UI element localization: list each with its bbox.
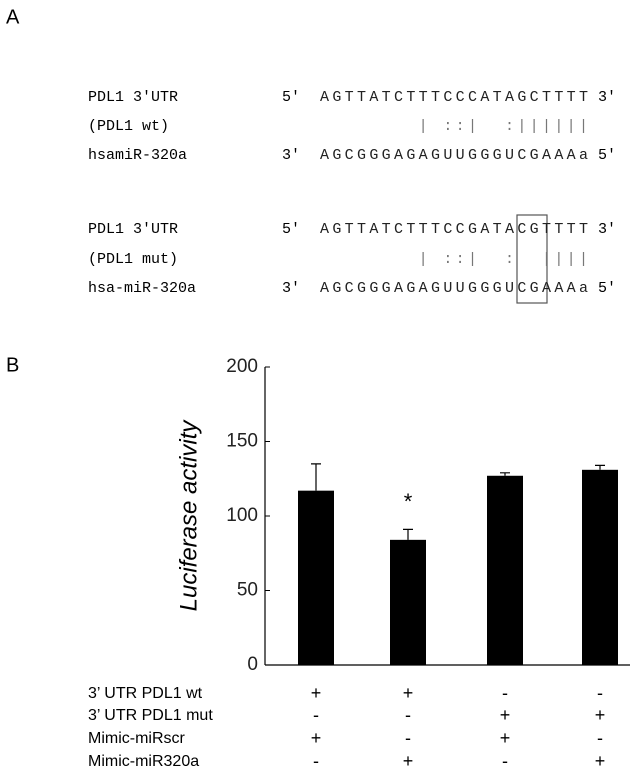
sequence-name: (PDL1 mut) <box>88 251 178 268</box>
y-tick-label: 0 <box>247 654 258 675</box>
error-bar <box>500 472 510 476</box>
condition-symbol: + <box>500 705 511 725</box>
strand-end: 5' <box>598 147 616 164</box>
condition-name: 3’ UTR PDL1 wt <box>88 685 203 702</box>
bar <box>390 539 426 665</box>
condition-symbol: - <box>313 751 319 771</box>
condition-name: Mimic-miRscr <box>88 730 186 747</box>
bar <box>298 490 334 665</box>
y-tick-label: 200 <box>226 356 258 377</box>
bar <box>487 475 523 665</box>
sequence: AGTTATCTTTCCCATAGCTTTT <box>320 89 588 106</box>
strand-end: 5' <box>598 280 616 297</box>
strand-end: 3′ <box>282 280 300 297</box>
condition-name: Mimic-miR320a <box>88 753 199 770</box>
sequence-name: hsa-miR-320a <box>88 280 196 297</box>
sequence-name: PDL1 3′UTR <box>88 89 178 106</box>
condition-symbol: - <box>405 705 411 725</box>
y-tick-label: 50 <box>237 580 258 601</box>
condition-symbol: + <box>403 751 414 771</box>
condition-symbol: + <box>403 683 414 703</box>
y-tick-label: 150 <box>226 431 258 452</box>
sequence-name: hsamiR-320a <box>88 147 187 164</box>
condition-name: 3’ UTR PDL1 mut <box>88 707 213 724</box>
condition-symbol: + <box>500 728 511 748</box>
condition-symbol: + <box>311 728 322 748</box>
pairing: | ::| : |||| <box>320 251 588 268</box>
significance-mark: * <box>404 489 413 514</box>
condition-symbol: - <box>597 683 603 703</box>
condition-symbol: - <box>405 728 411 748</box>
y-tick-label: 100 <box>226 505 258 526</box>
condition-symbol: - <box>502 751 508 771</box>
sequence-name: (PDL1 wt) <box>88 118 169 135</box>
sequence: AGCGGGAGAGUUGGGUCGAAAa <box>320 147 588 164</box>
condition-symbol: + <box>595 751 606 771</box>
condition-symbol: + <box>595 705 606 725</box>
condition-symbol: + <box>311 683 322 703</box>
strand-end: 3′ <box>598 221 616 238</box>
condition-symbol: - <box>597 728 603 748</box>
condition-symbol: - <box>502 683 508 703</box>
sequence-name: PDL1 3′UTR <box>88 221 178 238</box>
y-axis-label: Luciferase activity <box>175 419 202 612</box>
bar <box>582 469 618 665</box>
condition-symbol: - <box>313 705 319 725</box>
strand-end: 3′ <box>282 147 300 164</box>
sequence: AGTTATCTTTCCGATACGTTTT <box>320 221 588 238</box>
error-bar <box>403 528 413 540</box>
mutation-box <box>516 214 548 304</box>
strand-end: 5′ <box>282 89 300 106</box>
error-bar <box>595 464 605 470</box>
error-bar <box>311 463 321 491</box>
panel-label: A <box>6 6 20 28</box>
pairing: | ::| :|||||| <box>320 118 588 135</box>
panel-label: B <box>6 354 19 376</box>
strand-end: 3′ <box>598 89 616 106</box>
strand-end: 5′ <box>282 221 300 238</box>
sequence: AGCGGGAGAGUUGGGUCGAAAa <box>320 280 588 297</box>
